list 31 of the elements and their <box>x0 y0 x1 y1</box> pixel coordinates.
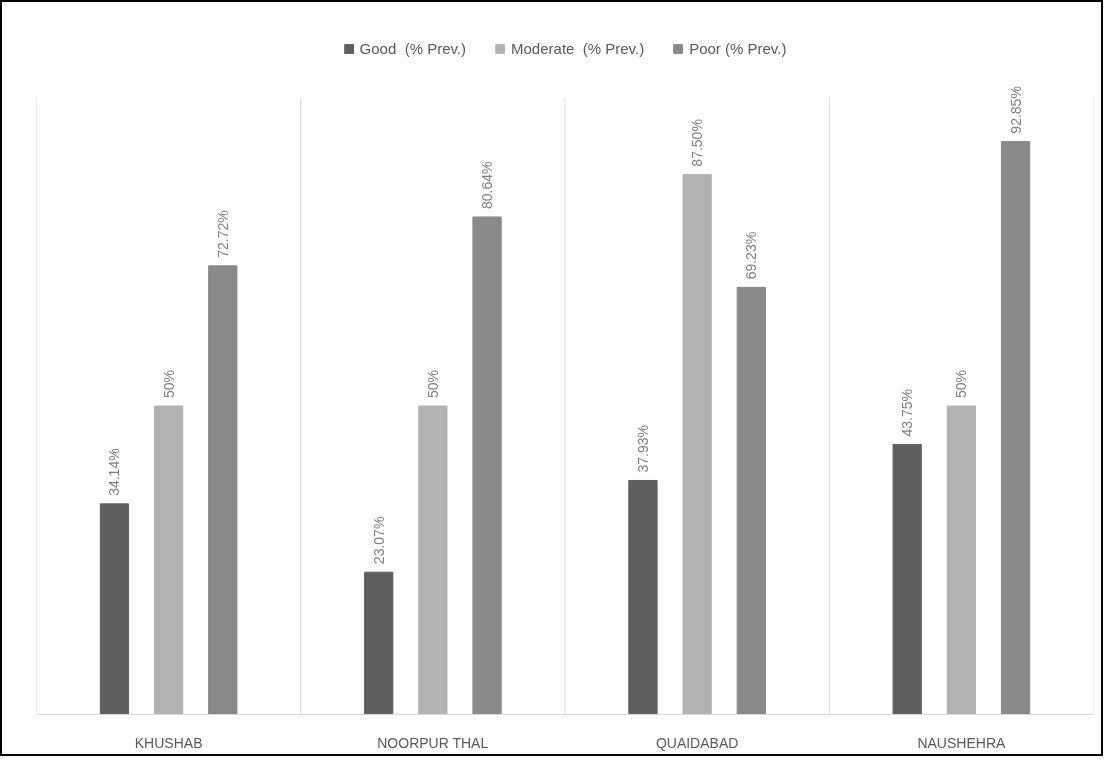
data-label: 80.64% <box>479 161 496 209</box>
data-label: 37.93% <box>634 424 651 473</box>
bar <box>99 503 130 715</box>
bar <box>682 174 712 715</box>
bar <box>1000 141 1031 715</box>
data-label: 92.85% <box>1007 86 1024 134</box>
data-label: 50% <box>160 369 177 398</box>
x-tick-label: NOORPUR THAL <box>377 734 489 751</box>
bar <box>208 265 238 715</box>
data-label: 87.50% <box>689 119 706 167</box>
bar <box>736 286 766 715</box>
bar <box>364 571 394 715</box>
bar <box>628 479 658 715</box>
x-tick-label: KHUSHAB <box>134 734 203 751</box>
data-label: 72.72% <box>214 210 231 258</box>
x-tick-label: NAUSHEHRA <box>917 734 1006 751</box>
bar <box>892 444 922 715</box>
data-label: 34.14% <box>106 448 123 496</box>
data-label: 23.07% <box>370 516 387 565</box>
bar <box>472 216 502 715</box>
bar <box>153 405 184 715</box>
data-label: 69.23% <box>743 231 760 280</box>
legend-label: Good (% Prev.) <box>359 40 467 57</box>
bar <box>946 405 977 715</box>
legend-label: Poor (% Prev.) <box>689 40 787 57</box>
legend-label: Moderate (% Prev.) <box>511 40 645 57</box>
bar <box>418 405 448 715</box>
data-label: 43.75% <box>899 389 916 437</box>
data-label: 50% <box>424 369 441 398</box>
data-label: 50% <box>953 369 970 398</box>
x-tick-label: QUAIDABAD <box>655 734 739 751</box>
